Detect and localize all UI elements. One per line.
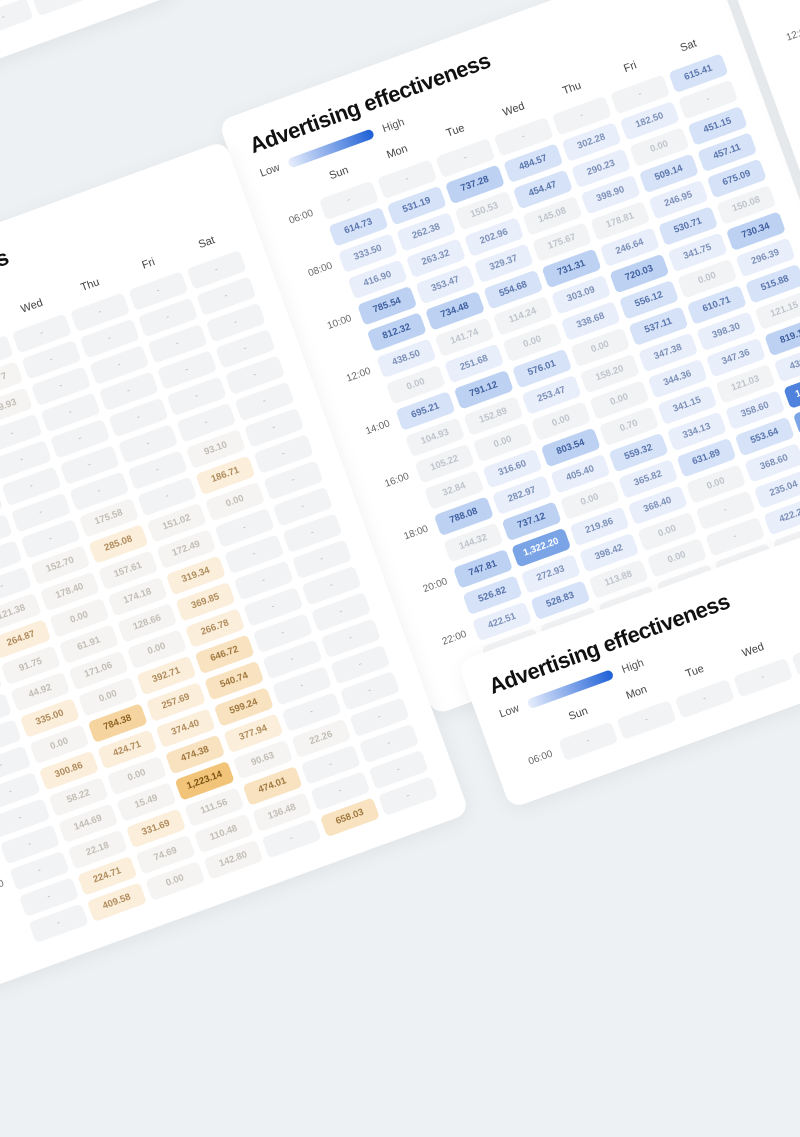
legend-low: Low: [258, 162, 281, 180]
hour-label: 06:00: [515, 743, 560, 777]
heatmap-card-top-left-frag: Advertising effectivenessLowHighSunMonTu…: [0, 0, 182, 170]
day-label: Thu: [783, 614, 800, 650]
hour-label: [0, 925, 30, 959]
legend-high: High: [381, 116, 406, 135]
legend-low: Low: [498, 702, 521, 720]
heatmap-grid: SunMonTueWedThuFriSat06:00-562.86------5…: [0, 0, 152, 138]
hour-label: [763, 0, 800, 27]
legend-high: High: [620, 657, 645, 676]
heatmap-cell: -: [0, 0, 34, 37]
heatmap-cell: -: [32, 0, 92, 16]
